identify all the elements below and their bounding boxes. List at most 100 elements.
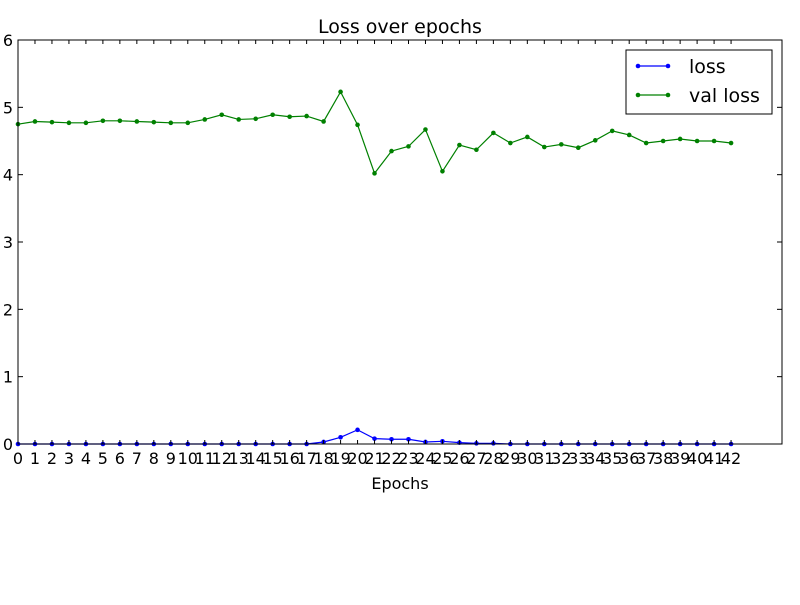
- data-point-val-loss: [100, 118, 106, 124]
- x-tick-label: 40: [687, 449, 707, 468]
- data-point-val-loss: [185, 120, 191, 126]
- x-tick-label: 5: [98, 449, 108, 468]
- data-point-val-loss: [202, 117, 208, 122]
- data-point-val-loss: [168, 120, 174, 126]
- x-tick-label: 38: [653, 449, 673, 468]
- y-tick-label: 4: [3, 166, 13, 185]
- x-tick-label: 39: [670, 449, 690, 468]
- x-tick-label: 26: [449, 449, 469, 468]
- x-tick-label: 19: [330, 449, 350, 468]
- x-tick-label: 12: [212, 449, 232, 468]
- data-point-loss: [389, 436, 394, 442]
- data-point-val-loss: [558, 142, 564, 147]
- data-point-val-loss: [474, 147, 479, 153]
- data-point-val-loss: [592, 138, 598, 143]
- data-point-val-loss: [321, 119, 326, 124]
- x-tick-label: 7: [132, 449, 142, 468]
- x-tick-label: 29: [500, 449, 520, 468]
- x-tick-label: 18: [313, 449, 333, 468]
- tick-layer: 0 1 2 3 4 5 6 7 8 9 101112131415161718192021222324…: [3, 31, 782, 468]
- data-point-val-loss: [626, 132, 632, 138]
- x-tick-label: 25: [432, 449, 452, 468]
- data-point-loss: [355, 427, 360, 433]
- legend-label-loss: loss: [689, 56, 726, 78]
- chart-title: Loss over epochs: [318, 16, 482, 38]
- data-point-val-loss: [677, 136, 683, 142]
- data-point-val-loss: [304, 113, 309, 119]
- data-point-val-loss: [508, 140, 513, 146]
- x-tick-label: 20: [347, 449, 367, 468]
- legend-label-val-loss: val loss: [689, 85, 760, 107]
- x-tick-label: 34: [585, 449, 605, 468]
- data-point-val-loss: [491, 130, 496, 136]
- y-tick-label: 1: [3, 368, 13, 387]
- x-axis-label: Epochs: [371, 474, 428, 493]
- legend-marker-val-loss: [635, 92, 641, 98]
- data-point-val-loss: [694, 138, 700, 144]
- x-tick-label: 30: [517, 449, 537, 468]
- data-point-loss: [372, 436, 377, 441]
- x-tick-label: 9: [166, 449, 176, 468]
- data-point-val-loss: [338, 89, 343, 95]
- data-point-val-loss: [575, 145, 581, 151]
- legend-marker-val-loss: [665, 92, 671, 98]
- data-point-val-loss: [219, 112, 225, 118]
- y-tick-label: 5: [3, 98, 13, 117]
- x-tick-label: 16: [279, 449, 299, 468]
- x-tick-label: 21: [364, 449, 384, 468]
- data-point-val-loss: [372, 171, 377, 176]
- y-tick-label: 6: [3, 31, 13, 50]
- x-tick-label: 0: [13, 449, 23, 468]
- data-point-val-loss: [660, 138, 666, 144]
- data-point-val-loss: [49, 119, 55, 125]
- data-point-val-loss: [609, 128, 615, 134]
- data-point-val-loss: [457, 142, 462, 148]
- x-tick-label: 23: [398, 449, 418, 468]
- x-tick-label: 31: [534, 449, 554, 468]
- x-tick-label: 3: [64, 449, 74, 468]
- data-point-val-loss: [236, 117, 242, 122]
- legend-box: [625, 49, 773, 115]
- x-tick-label: 1: [30, 449, 40, 468]
- x-tick-label: 11: [195, 449, 215, 468]
- x-tick-label: 4: [81, 449, 91, 468]
- data-point-val-loss: [711, 138, 717, 144]
- data-point-val-loss: [253, 116, 258, 122]
- x-tick-label: 14: [246, 449, 266, 468]
- x-tick-label: 41: [704, 449, 724, 468]
- y-tick-label: 3: [3, 233, 13, 252]
- x-tick-label: 36: [619, 449, 639, 468]
- x-tick-label: 27: [466, 449, 486, 468]
- data-point-val-loss: [151, 119, 157, 125]
- data-point-val-loss: [406, 144, 411, 149]
- x-tick-label: 13: [229, 449, 249, 468]
- data-point-val-loss: [542, 144, 547, 150]
- data-point-val-loss: [389, 148, 394, 154]
- x-tick-label: 17: [296, 449, 316, 468]
- data-point-val-loss: [423, 127, 428, 132]
- legend-marker-loss: [665, 63, 671, 69]
- x-tick-label: 42: [721, 449, 741, 468]
- y-tick-label: 2: [3, 300, 13, 319]
- data-point-loss: [406, 436, 411, 442]
- data-point-loss: [338, 434, 343, 440]
- x-tick-label: 22: [381, 449, 401, 468]
- x-tick-label: 10: [178, 449, 198, 468]
- legend-marker-loss: [635, 63, 641, 69]
- x-tick-label: 15: [262, 449, 282, 468]
- x-tick-label: 33: [568, 449, 588, 468]
- data-point-val-loss: [134, 119, 140, 124]
- x-tick-label: 28: [483, 449, 503, 468]
- x-tick-label: 37: [636, 449, 656, 468]
- data-point-val-loss: [728, 140, 734, 146]
- x-tick-label: 24: [415, 449, 435, 468]
- data-point-val-loss: [270, 112, 275, 118]
- data-point-val-loss: [66, 120, 72, 126]
- data-point-val-loss: [83, 120, 89, 126]
- data-point-val-loss: [117, 118, 123, 124]
- data-point-val-loss: [440, 169, 445, 174]
- y-tick-label: 0: [3, 435, 13, 454]
- x-tick-label: 6: [115, 449, 125, 468]
